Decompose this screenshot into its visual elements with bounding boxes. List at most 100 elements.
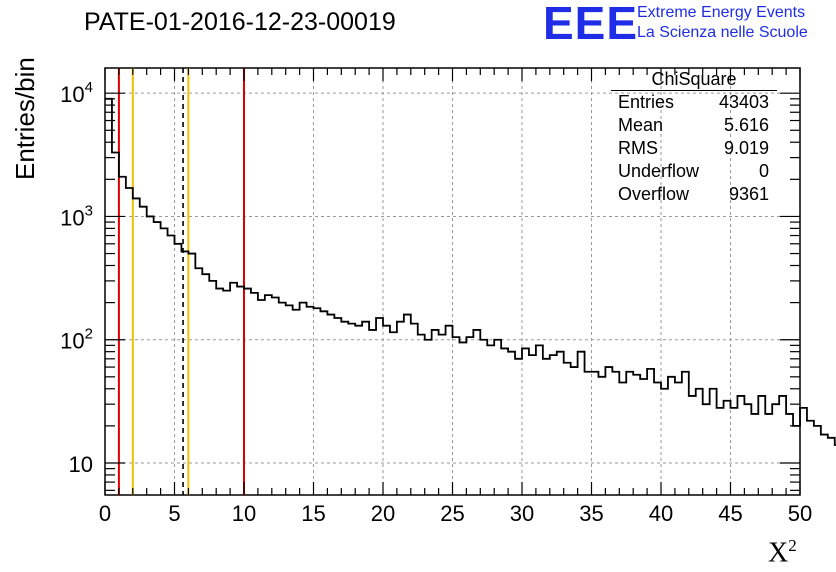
- stats-row-rms: RMS 9.019: [611, 137, 777, 160]
- histogram-bin: [814, 426, 821, 495]
- y-tick-label: 103: [60, 202, 93, 230]
- histogram-bin: [633, 375, 640, 495]
- logo-line-2: La Scienza nelle Scuole: [637, 24, 808, 41]
- grid-layer: [105, 68, 800, 495]
- ticks-layer: [104, 68, 801, 495]
- histogram-bin: [508, 352, 515, 495]
- histogram-bin: [515, 359, 522, 495]
- x-tick-label: 0: [99, 501, 111, 526]
- x-axis-label: X2: [768, 536, 797, 569]
- histogram-bin: [112, 153, 119, 495]
- x-tick-label: 40: [649, 501, 673, 526]
- histogram-bin: [696, 389, 703, 495]
- histogram-bin: [557, 352, 564, 495]
- histogram-bin: [564, 363, 571, 495]
- histogram-bin: [585, 372, 592, 495]
- histogram-bin: [453, 337, 460, 495]
- y-axis-label: Entries/bin: [10, 57, 40, 180]
- histogram-bin: [619, 382, 626, 495]
- histogram-bin: [689, 396, 696, 495]
- histogram-bin: [758, 396, 765, 495]
- histogram-bin: [244, 289, 251, 495]
- x-tick-label: 25: [440, 501, 464, 526]
- stats-value: 9.019: [723, 138, 769, 158]
- histogram-bin: [751, 414, 758, 495]
- histogram-bin: [605, 367, 612, 495]
- histogram-bin: [397, 322, 404, 495]
- histogram-bin: [425, 340, 432, 495]
- histogram-bin: [251, 293, 258, 495]
- histogram-bin: [828, 438, 835, 495]
- histogram-bin: [480, 340, 487, 495]
- stats-label: Underflow: [618, 161, 700, 181]
- labels-layer: 0 5 10 15 20 25 30 35 40 45 50 10 102 103 104: [60, 79, 812, 526]
- histogram-bin: [675, 382, 682, 495]
- histogram-bin: [432, 330, 439, 495]
- histogram-bin: [731, 408, 738, 495]
- histogram-bin: [279, 303, 286, 495]
- stats-value: 43403: [718, 92, 769, 112]
- histogram-bin: [314, 308, 321, 495]
- histogram-bin: [119, 177, 126, 495]
- histogram-bin: [258, 300, 265, 495]
- histogram-bin: [237, 287, 244, 495]
- hist-layer: [105, 97, 836, 495]
- histogram-bin: [487, 345, 494, 495]
- histogram-bin: [772, 404, 779, 495]
- histogram-bin: [765, 414, 772, 495]
- histogram-bin: [369, 330, 376, 495]
- histogram-bin: [571, 367, 578, 495]
- y-tick-label: 102: [60, 326, 93, 354]
- x-tick-label: 30: [510, 501, 534, 526]
- histogram-bin: [133, 198, 140, 495]
- histogram-bin: [202, 274, 209, 495]
- histogram-bin: [717, 408, 724, 495]
- histogram-bin: [327, 315, 334, 495]
- stats-box: ChiSquare Entries 43403 Mean 5.616 RMS 9.01…: [611, 68, 777, 206]
- histogram-bin: [175, 244, 182, 495]
- histogram-bin: [293, 310, 300, 495]
- histogram-bin: [779, 396, 786, 495]
- stats-row-underflow: Underflow 0: [611, 160, 777, 183]
- y-tick-label: 10: [69, 452, 93, 477]
- histogram-bin: [466, 337, 473, 495]
- histogram-bin: [640, 379, 647, 495]
- stats-title: ChiSquare: [611, 68, 777, 91]
- stats-value: 9361: [728, 184, 769, 204]
- histogram-bin: [737, 396, 744, 495]
- histogram-bin: [105, 99, 112, 495]
- x-tick-label: 20: [371, 501, 395, 526]
- histogram-bin: [140, 207, 147, 495]
- histogram-bin: [550, 355, 557, 495]
- histogram-bin: [529, 355, 536, 495]
- histogram-bin: [286, 305, 293, 495]
- histogram-bin: [362, 322, 369, 495]
- histogram-bin: [578, 352, 585, 495]
- histogram-bin: [647, 369, 654, 495]
- histogram-bin: [348, 324, 355, 495]
- y-tick-label: 104: [60, 79, 93, 107]
- histogram-bin: [154, 222, 161, 495]
- histogram-bin: [320, 311, 327, 495]
- histogram-bin: [724, 401, 731, 495]
- histogram-bin: [300, 303, 307, 495]
- histogram-bin: [230, 283, 237, 495]
- histogram-bin: [800, 408, 807, 495]
- histogram-bin: [494, 340, 501, 495]
- histogram-bin: [341, 322, 348, 495]
- x-tick-label: 10: [232, 501, 256, 526]
- histogram-bin: [744, 404, 751, 495]
- histogram-bin: [543, 359, 550, 495]
- histogram-bin: [459, 342, 466, 495]
- histogram-bin: [390, 332, 397, 495]
- histogram-bin: [188, 254, 195, 495]
- histogram-bin: [404, 315, 411, 495]
- stats-row-entries: Entries 43403: [611, 91, 777, 114]
- stats-label: Overflow: [618, 184, 690, 204]
- stats-row-overflow: Overflow 9361: [611, 183, 777, 206]
- histogram-bin: [598, 377, 605, 495]
- x-tick-label: 15: [301, 501, 325, 526]
- histogram-bin: [418, 335, 425, 495]
- histogram-bin: [793, 426, 800, 495]
